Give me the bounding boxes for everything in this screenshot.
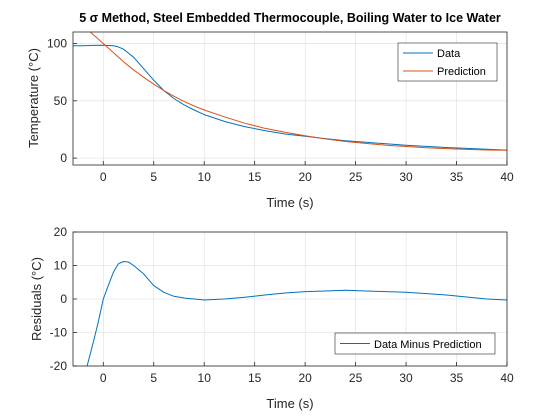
legend-prediction-label: Prediction (437, 66, 486, 78)
temperature-x-tick-label: 35 (450, 170, 464, 184)
temperature-x-tick-label: 30 (399, 170, 413, 184)
residuals-y-tick-label: 0 (60, 292, 67, 306)
residuals-y-tick-label: -10 (50, 326, 68, 340)
residuals-y-axis-label: Residuals (°C) (29, 257, 44, 341)
residuals-x-tick-label: 15 (248, 371, 262, 385)
temperature-y-axis-label: Temperature (°C) (26, 48, 41, 148)
temperature-x-tick-label: 0 (100, 170, 107, 184)
temperature-y-tick-label: 100 (47, 36, 67, 50)
residuals-x-axis-label: Time (s) (266, 396, 313, 411)
temperature-x-tick-label: 15 (248, 170, 262, 184)
temperature-x-tick-label: 25 (349, 170, 363, 184)
residuals-x-tick-label: 10 (198, 371, 212, 385)
temperature-x-tick-label: 20 (298, 170, 312, 184)
residuals-x-tick-label: 20 (298, 371, 312, 385)
temperature-x-tick-label: 40 (500, 170, 514, 184)
temperature-x-tick-label: 10 (198, 170, 212, 184)
residuals-x-tick-label: 40 (500, 371, 514, 385)
residuals-x-tick-label: 30 (399, 371, 413, 385)
residuals-x-tick-label: 0 (100, 371, 107, 385)
temperature-axes: 0 5 10 15 20 25 30 35 40 0 50 100 5 σ Method, Stee… (26, 11, 514, 210)
residuals-axes: 0 5 10 15 20 25 30 35 40 -20 -10 0 10 20 Time (s) Re… (29, 225, 514, 411)
temperature-y-ticks: 0 50 100 (47, 36, 77, 165)
temperature-x-tick-label: 5 (150, 170, 157, 184)
residuals-y-tick-label: 20 (54, 225, 68, 239)
chart-title: 5 σ Method, Steel Embedded Thermocouple,… (79, 11, 501, 25)
residuals-x-tick-label: 35 (450, 371, 464, 385)
temperature-x-axis-label: Time (s) (266, 195, 313, 210)
residuals-x-tick-label: 25 (349, 371, 363, 385)
legend-data-label: Data (437, 48, 461, 60)
residuals-x-tick-label: 5 (150, 371, 157, 385)
temperature-y-tick-label: 0 (60, 151, 67, 165)
temperature-legend[interactable]: Data Prediction (398, 43, 497, 81)
temperature-y-tick-label: 50 (54, 94, 68, 108)
residuals-legend[interactable]: Data Minus Prediction (335, 333, 495, 354)
legend-residual-label: Data Minus Prediction (374, 339, 482, 351)
residuals-y-tick-label: -20 (50, 359, 68, 373)
residuals-y-tick-label: 10 (54, 259, 68, 273)
